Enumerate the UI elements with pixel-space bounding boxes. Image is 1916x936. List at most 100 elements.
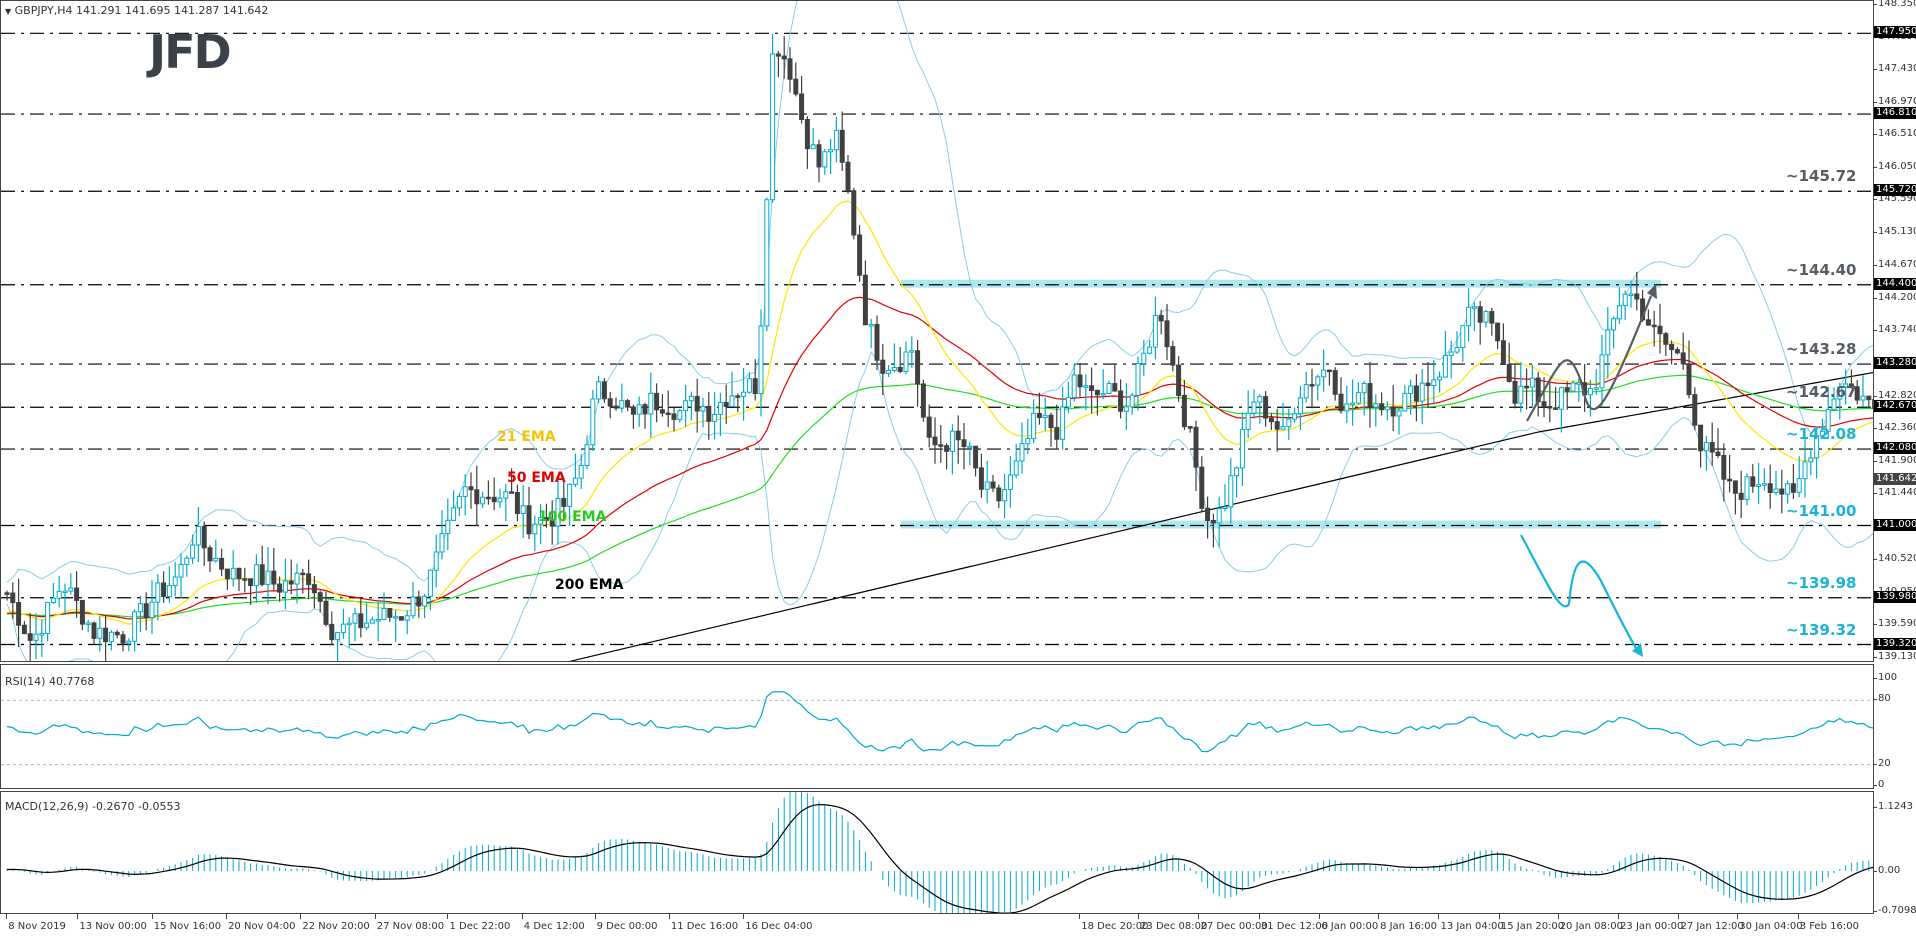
ema200-label: 200 EMA [555, 577, 624, 593]
time-label: 16 Dec 04:00 [745, 921, 813, 932]
time-tick [1258, 914, 1260, 919]
time-label: 15 Nov 16:00 [153, 921, 222, 932]
level-label: ~141.00 [1786, 501, 1857, 520]
time-tick [6, 914, 8, 919]
time-tick [1198, 914, 1200, 919]
jfd-logo: JFD [149, 25, 232, 79]
time-tick [1079, 914, 1081, 919]
time-label: 31 Dec 12:00 [1260, 921, 1329, 932]
ema100-label: 100 EMA [538, 509, 607, 525]
price-tick-label: 144.200 [1873, 292, 1916, 304]
time-tick [447, 914, 449, 919]
macd-canvas [6, 792, 1873, 913]
time-tick [521, 914, 523, 919]
time-tick [1138, 914, 1140, 919]
level-price-box: 144.400 [1874, 277, 1916, 290]
time-tick [1737, 914, 1739, 919]
time-label: 20 Nov 04:00 [228, 921, 296, 932]
price-tick-label: 146.510 [1873, 128, 1916, 140]
time-label: 9 Dec 00:00 [596, 921, 658, 932]
arrowhead-icon [1632, 643, 1643, 657]
rsi-pane[interactable]: RSI(14) 40.7768 [0, 664, 1874, 789]
time-tick [1319, 914, 1321, 919]
time-tick [226, 914, 228, 919]
macd-tick-label: 1.1243 [1874, 800, 1913, 812]
time-label: 20 Jan 08:00 [1559, 921, 1624, 932]
rsi-tick-label: 100 [1873, 672, 1898, 683]
level-price-box: 139.980 [1874, 590, 1916, 603]
price-tick-label: 139.130 [1873, 651, 1916, 663]
price-tick-label: 144.670 [1873, 259, 1916, 271]
level-price-box: 143.280 [1874, 357, 1916, 370]
time-tick [1557, 914, 1559, 919]
level-label: ~142.67 [1786, 383, 1857, 402]
level-label: ~142.08 [1786, 425, 1857, 444]
level-label: ~139.98 [1786, 573, 1857, 592]
price-tick-label: 141.900 [1873, 455, 1916, 467]
level-price-box: 139.320 [1874, 637, 1916, 650]
level-price-box: 146.810 [1874, 107, 1916, 120]
price-chart-pane[interactable]: ▼ GBPJPY,H4 141.291 141.695 141.287 141.… [0, 0, 1874, 662]
time-tick [594, 914, 596, 919]
time-label: 15 Jan 20:00 [1500, 921, 1565, 932]
time-label: 27 Dec 00:00 [1200, 921, 1268, 932]
time-tick [77, 914, 79, 919]
price-chart-canvas[interactable] [1, 1, 1873, 661]
price-tick-label: 139.590 [1873, 618, 1916, 630]
bollinger-upper-line [6, 1, 1873, 583]
time-tick [1797, 914, 1799, 919]
current-price-box: 141.642 [1874, 473, 1916, 486]
macd-tick-label: -0.7098 [1874, 905, 1916, 917]
time-label: 13 Nov 00:00 [79, 921, 147, 932]
price-axis[interactable]: 148.350147.890147.430146.970146.510146.0… [1873, 0, 1916, 663]
ema50-label: 50 EMA [507, 470, 566, 486]
rsi-canvas [1, 691, 1873, 766]
price-tick-label: 147.430 [1873, 63, 1916, 75]
price-tick-label: 142.820 [1873, 390, 1916, 402]
time-tick [151, 914, 153, 919]
price-tick-label: 141.440 [1873, 487, 1916, 499]
level-price-box: 147.950 [1874, 26, 1916, 39]
level-price-box: 145.720 [1874, 184, 1916, 197]
dropdown-triangle-icon[interactable]: ▼ [5, 7, 12, 16]
time-tick [300, 914, 302, 919]
time-label: 6 Jan 00:00 [1321, 921, 1379, 932]
arrowhead-icon [1647, 284, 1657, 299]
time-label: 27 Jan 12:00 [1680, 921, 1744, 932]
symbol-ohlc-text: GBPJPY,H4 141.291 141.695 141.287 141.64… [14, 4, 269, 17]
level-label: ~145.72 [1786, 167, 1857, 186]
bullish-scenario-arrow [1526, 295, 1653, 422]
price-tick-label: 148.350 [1873, 0, 1916, 10]
level-label: ~139.32 [1786, 620, 1857, 639]
time-label: 1 Dec 22:00 [449, 921, 511, 932]
time-label: 13 Jan 04:00 [1440, 921, 1504, 932]
price-tick-label: 145.130 [1873, 226, 1916, 238]
bearish-scenario-arrow [1520, 534, 1640, 654]
macd-axis: 1.1243 0.00 -0.7098 [1873, 791, 1916, 917]
level-label: ~143.28 [1786, 340, 1857, 359]
time-tick [1498, 914, 1500, 919]
macd-signal-line [6, 803, 1873, 913]
rsi-axis: 100 80 20 0 [1873, 664, 1916, 790]
macd-tick-label: 0.00 [1873, 865, 1901, 876]
price-tick-label: 142.360 [1873, 422, 1916, 434]
time-label: 22 Nov 20:00 [302, 921, 370, 932]
symbol-info: ▼ GBPJPY,H4 141.291 141.695 141.287 141.… [5, 4, 268, 17]
rsi-tick-label: 80 [1874, 693, 1891, 705]
time-tick [1678, 914, 1680, 919]
time-tick [1618, 914, 1620, 919]
time-label: 4 Dec 12:00 [523, 921, 585, 932]
rsi-line [6, 691, 1873, 753]
level-price-box: 142.670 [1874, 400, 1916, 413]
ema21-line [6, 200, 1873, 625]
price-tick-label: 143.740 [1873, 324, 1916, 336]
level-price-box: 141.000 [1874, 518, 1916, 531]
price-tick-label: 140.520 [1873, 553, 1916, 565]
rsi-tick-label: 0 [1873, 779, 1885, 790]
ema21-label: 21 EMA [497, 429, 556, 445]
time-axis[interactable]: 8 Nov 2019 13 Nov 00:00 15 Nov 16:00 20 Nov… [0, 914, 1874, 936]
ema100-line [6, 374, 1873, 618]
macd-pane[interactable]: MACD(12,26,9) -0.2670 -0.0553 [0, 791, 1874, 914]
bollinger-lower-line [6, 350, 1873, 661]
ema50-line [6, 296, 1873, 620]
